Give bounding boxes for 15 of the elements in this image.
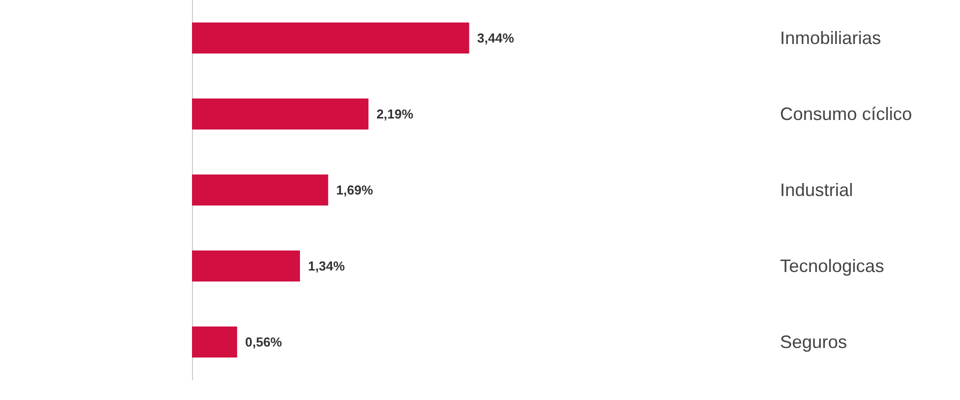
bar [192, 22, 470, 54]
bar [192, 326, 238, 358]
data-label: 1,34% [308, 258, 346, 274]
y-tick-label: Inmobiliarias [780, 28, 882, 48]
y-tick-label: Seguros [780, 332, 848, 352]
y-tick-label: Industrial [780, 180, 854, 200]
y-tick-label: Tecnologicas [780, 256, 884, 276]
bar [192, 174, 328, 206]
data-label: 2,19% [376, 106, 414, 122]
data-label: 3,44% [477, 30, 514, 46]
data-label: 1,69% [336, 182, 374, 198]
y-tick-label: Consumo cíclico [780, 104, 912, 124]
data-label: 0,56% [245, 334, 282, 350]
bar [192, 250, 300, 282]
bar [192, 98, 368, 130]
